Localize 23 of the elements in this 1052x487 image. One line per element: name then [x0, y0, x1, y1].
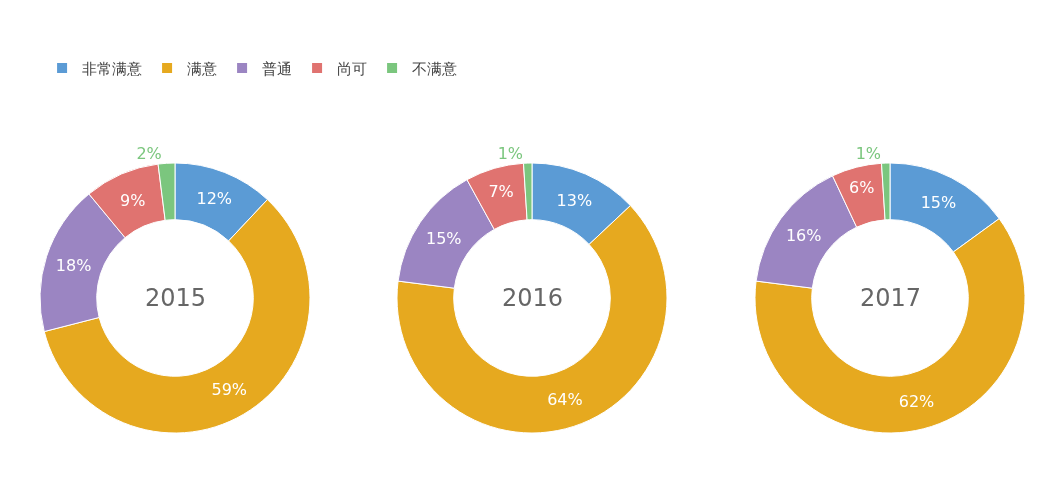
- text: 2017: [860, 284, 922, 312]
- data-label: 1%: [855, 144, 882, 164]
- data-label: 18%: [55, 255, 92, 275]
- data-label: 62%: [898, 391, 935, 411]
- data-label: 1%: [497, 144, 524, 164]
- legend-label: 满意: [187, 59, 218, 78]
- text: 2015: [145, 284, 207, 312]
- text: 2016: [502, 284, 564, 312]
- data-label: 16%: [785, 225, 822, 245]
- data-label: 2%: [136, 144, 162, 164]
- legend-label: 尚可: [337, 59, 368, 78]
- legend-label: 非常满意: [82, 59, 143, 78]
- data-label: 9%: [119, 190, 146, 210]
- legend-label: 普通: [262, 59, 293, 78]
- data-label: 15%: [920, 193, 957, 213]
- data-label: 64%: [547, 389, 583, 409]
- data-label: 15%: [426, 228, 462, 248]
- data-label: 13%: [556, 190, 593, 210]
- data-label: 12%: [196, 189, 233, 209]
- data-label: 7%: [488, 182, 514, 202]
- data-label: 59%: [211, 380, 248, 400]
- data-label: 6%: [849, 178, 875, 198]
- legend-label: 不满意: [412, 59, 458, 78]
